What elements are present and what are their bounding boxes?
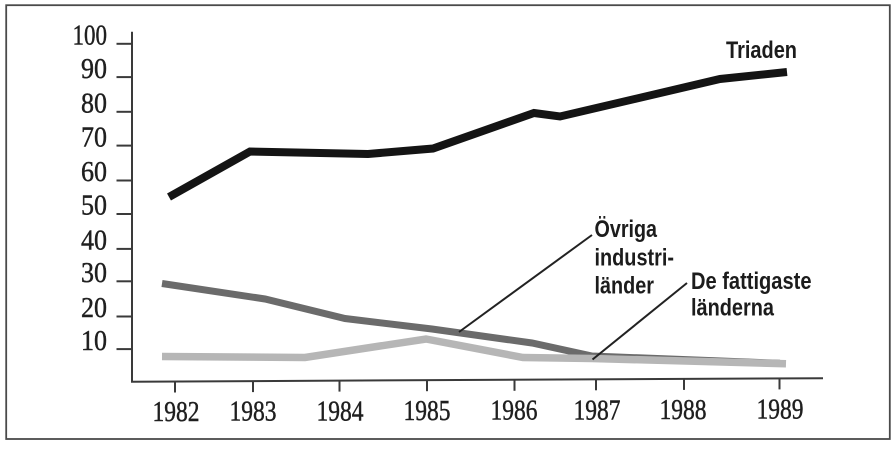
svg-text:1986: 1986 [491,395,538,427]
svg-text:länderna: länderna [691,295,775,322]
svg-text:60: 60 [81,156,107,188]
svg-text:90: 90 [81,53,107,85]
svg-text:1982: 1982 [153,396,200,428]
svg-text:1984: 1984 [317,395,364,427]
svg-text:100: 100 [73,20,108,52]
svg-text:1987: 1987 [574,394,621,426]
svg-text:1989: 1989 [757,394,804,426]
svg-text:20: 20 [81,292,107,324]
svg-text:40: 40 [81,225,107,257]
svg-text:Triaden: Triaden [726,37,797,64]
svg-text:70: 70 [81,121,107,153]
svg-text:30: 30 [81,257,107,289]
svg-text:50: 50 [81,190,107,222]
svg-text:Övriga: Övriga [595,216,658,243]
svg-text:1988: 1988 [660,394,707,426]
svg-text:industri-: industri- [595,245,675,272]
svg-text:1983: 1983 [230,396,277,428]
svg-text:länder: länder [595,273,655,300]
svg-text:80: 80 [81,88,107,120]
svg-text:1985: 1985 [404,395,451,427]
svg-text:10: 10 [81,325,107,357]
svg-text:De fattigaste: De fattigaste [691,268,812,295]
